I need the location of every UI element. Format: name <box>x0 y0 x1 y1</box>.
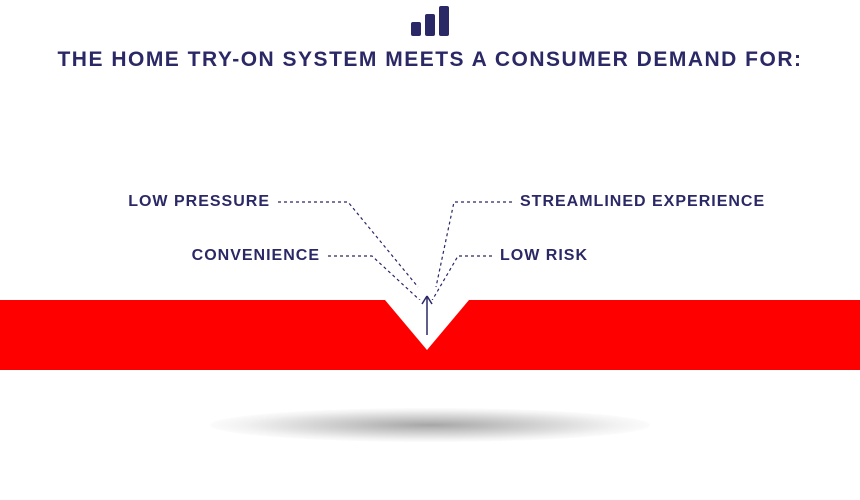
bar-chart-icon <box>411 6 449 36</box>
red-band <box>0 300 860 370</box>
label-low-risk: LOW RISK <box>500 247 588 265</box>
icon-bar-1 <box>411 22 421 36</box>
drop-shadow <box>210 408 650 442</box>
icon-bar-2 <box>425 14 435 36</box>
label-low-pressure: LOW PRESSURE <box>128 193 270 211</box>
label-streamlined: STREAMLINED EXPERIENCE <box>520 193 765 211</box>
label-convenience: CONVENIENCE <box>192 247 320 265</box>
page-title: THE HOME TRY-ON SYSTEM MEETS A CONSUMER … <box>0 48 860 72</box>
icon-bar-3 <box>439 6 449 36</box>
